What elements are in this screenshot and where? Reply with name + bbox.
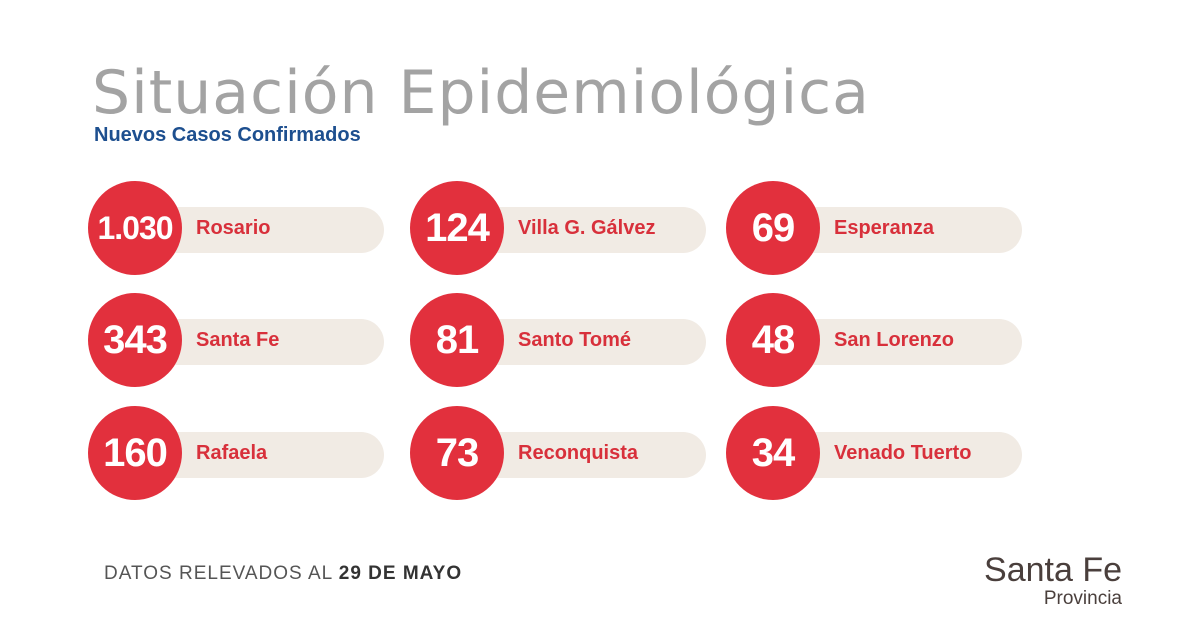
case-count-badge: 81: [410, 293, 504, 387]
case-count-badge: 34: [726, 406, 820, 500]
case-card-san-lorenzo: 48 San Lorenzo: [726, 293, 1026, 389]
city-label: Santa Fe: [196, 329, 280, 351]
case-count-badge: 124: [410, 181, 504, 275]
case-card-esperanza: 69 Esperanza: [726, 181, 1026, 277]
case-count-badge: 1.030: [88, 181, 182, 275]
case-card-reconquista: 73 Reconquista: [410, 406, 710, 502]
city-label: Rosario: [196, 217, 271, 239]
city-label: Reconquista: [518, 442, 639, 464]
case-card-venado-tuerto: 34 Venado Tuerto: [726, 406, 1026, 502]
case-card-santo-tome: 81 Santo Tomé: [410, 293, 710, 389]
city-label: Santo Tomé: [518, 329, 631, 351]
date-note-date: 29 DE MAYO: [338, 563, 463, 584]
case-count-badge: 69: [726, 181, 820, 275]
page-subtitle: Nuevos Casos Confirmados: [94, 124, 361, 146]
case-card-santa-fe: 343 Santa Fe: [88, 293, 388, 389]
city-label: Villa G. Gálvez: [518, 217, 656, 239]
case-count-badge: 48: [726, 293, 820, 387]
case-card-rosario: 1.030 Rosario: [88, 181, 388, 277]
logo-sub: Provincia: [1043, 588, 1122, 609]
city-label: Rafaela: [196, 442, 268, 464]
page-title: Situación Epidemiológica: [92, 58, 870, 128]
city-label: San Lorenzo: [834, 329, 955, 351]
case-count-badge: 343: [88, 293, 182, 387]
case-card-rafaela: 160 Rafaela: [88, 406, 388, 502]
santa-fe-logo: Santa Fe Provincia: [984, 552, 1122, 610]
case-count-badge: 73: [410, 406, 504, 500]
case-card-villa-g-galvez: 124 Villa G. Gálvez: [410, 181, 710, 277]
data-date-note: DATOS RELEVADOS AL 29 DE MAYO: [104, 563, 462, 585]
city-label: Venado Tuerto: [834, 442, 972, 464]
city-label: Esperanza: [834, 217, 935, 239]
case-count-badge: 160: [88, 406, 182, 500]
date-note-prefix: DATOS RELEVADOS AL: [104, 563, 339, 584]
logo-name: Santa Fe: [984, 551, 1122, 589]
